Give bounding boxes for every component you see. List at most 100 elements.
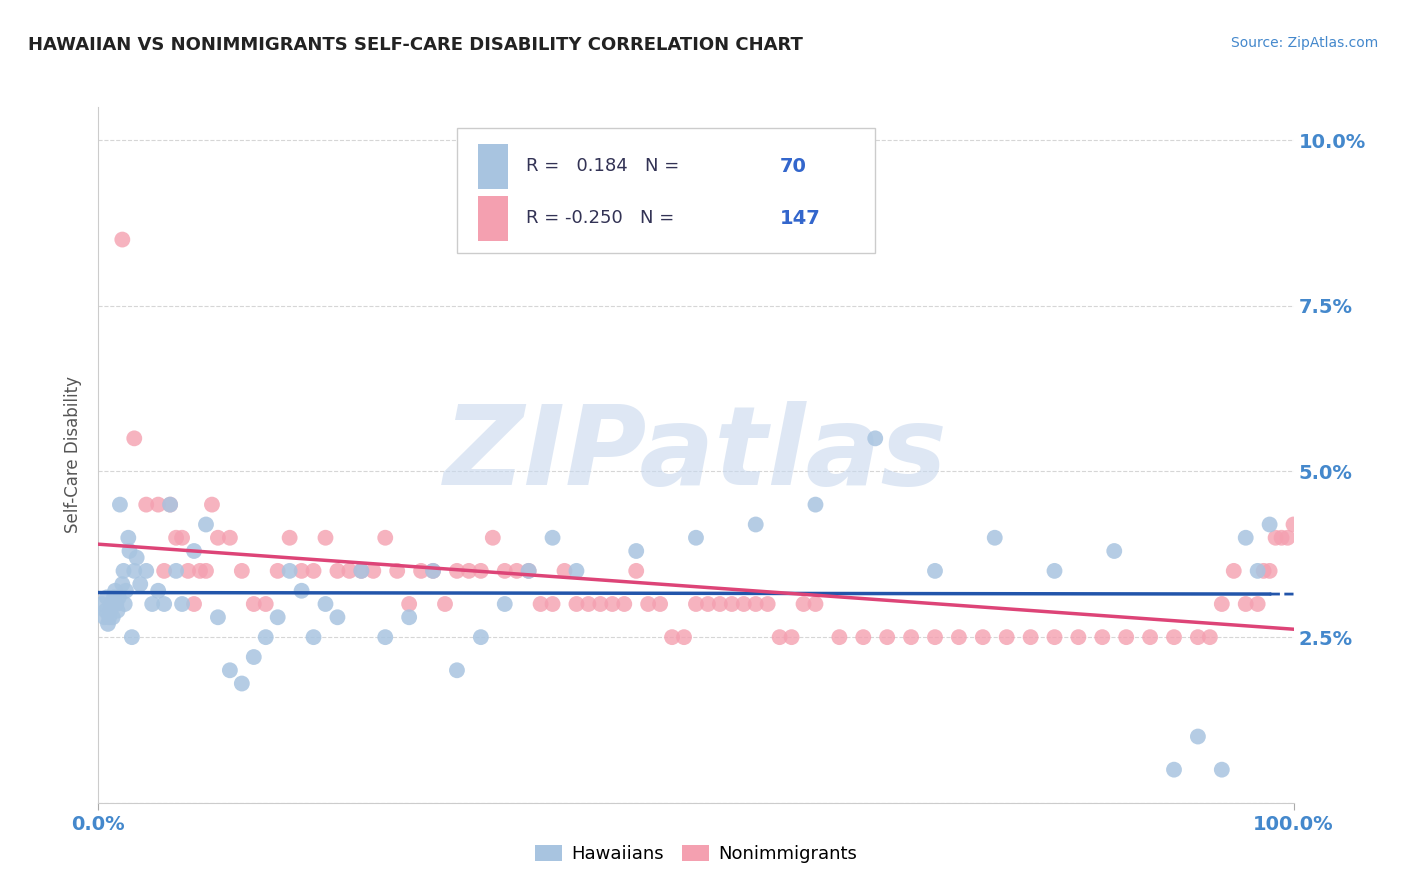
Point xyxy=(385,564,409,578)
Point xyxy=(231,564,253,578)
Point xyxy=(1258,517,1281,532)
Point xyxy=(900,630,922,644)
Point xyxy=(565,597,588,611)
Point xyxy=(141,597,163,611)
Point xyxy=(159,498,181,512)
Point xyxy=(135,498,157,512)
Point xyxy=(411,564,433,578)
Point xyxy=(91,597,114,611)
Point xyxy=(93,610,115,624)
Point xyxy=(111,577,134,591)
Point xyxy=(685,531,707,545)
Point xyxy=(721,597,744,611)
Point xyxy=(626,544,648,558)
Point xyxy=(709,597,731,611)
Point xyxy=(291,583,314,598)
Point xyxy=(972,630,994,644)
Point xyxy=(626,564,648,578)
Point xyxy=(195,564,218,578)
Text: Source: ZipAtlas.com: Source: ZipAtlas.com xyxy=(1230,36,1378,50)
Point xyxy=(219,531,242,545)
Point xyxy=(374,630,396,644)
Point xyxy=(1043,564,1066,578)
Point xyxy=(100,597,122,611)
Point xyxy=(165,564,187,578)
Point xyxy=(422,564,444,578)
FancyBboxPatch shape xyxy=(478,144,509,189)
Point xyxy=(661,630,683,644)
Point xyxy=(267,564,290,578)
Text: 147: 147 xyxy=(780,209,820,227)
Point xyxy=(876,630,898,644)
Point xyxy=(673,630,696,644)
Point xyxy=(94,604,117,618)
Point xyxy=(374,531,396,545)
Point xyxy=(121,630,143,644)
Point xyxy=(446,663,468,677)
Point xyxy=(267,610,290,624)
Point xyxy=(422,564,444,578)
Point xyxy=(278,531,301,545)
Point xyxy=(1223,564,1246,578)
Point xyxy=(1187,630,1209,644)
Point xyxy=(278,564,301,578)
Point xyxy=(1104,544,1126,558)
Point xyxy=(530,597,553,611)
Point xyxy=(541,597,564,611)
Point xyxy=(517,564,540,578)
Point xyxy=(207,610,229,624)
Point xyxy=(201,498,224,512)
Point xyxy=(1019,630,1042,644)
Point xyxy=(97,616,120,631)
Point xyxy=(117,531,139,545)
Point xyxy=(733,597,755,611)
Point xyxy=(315,597,337,611)
Point xyxy=(1277,531,1299,545)
Point xyxy=(315,531,337,545)
Point xyxy=(446,564,468,578)
Point xyxy=(613,597,636,611)
Point xyxy=(135,564,157,578)
Point xyxy=(1247,597,1270,611)
Text: HAWAIIAN VS NONIMMIGRANTS SELF-CARE DISABILITY CORRELATION CHART: HAWAIIAN VS NONIMMIGRANTS SELF-CARE DISA… xyxy=(28,36,803,54)
Point xyxy=(302,564,325,578)
Point xyxy=(177,564,200,578)
Point xyxy=(482,531,505,545)
Point xyxy=(924,630,946,644)
Point xyxy=(98,604,122,618)
Point xyxy=(103,591,125,605)
FancyBboxPatch shape xyxy=(478,195,509,241)
Point xyxy=(745,517,768,532)
Point xyxy=(107,604,129,618)
Point xyxy=(650,597,672,611)
Point xyxy=(506,564,529,578)
Y-axis label: Self-Care Disability: Self-Care Disability xyxy=(65,376,83,533)
Point xyxy=(554,564,576,578)
Point xyxy=(602,597,624,611)
Point xyxy=(494,597,516,611)
Point xyxy=(1234,597,1257,611)
Text: R =   0.184   N =: R = 0.184 N = xyxy=(526,157,685,175)
Point xyxy=(780,630,803,644)
Point xyxy=(1043,630,1066,644)
Point xyxy=(339,564,361,578)
Point xyxy=(398,610,420,624)
Legend: Hawaiians, Nonimmigrants: Hawaiians, Nonimmigrants xyxy=(527,838,865,871)
Point xyxy=(1234,531,1257,545)
Point xyxy=(1264,531,1286,545)
Point xyxy=(105,597,128,611)
Point xyxy=(1211,597,1233,611)
Point xyxy=(1163,763,1185,777)
Point xyxy=(302,630,325,644)
Point xyxy=(98,610,121,624)
Point xyxy=(243,650,266,665)
Point xyxy=(470,564,492,578)
Point xyxy=(153,564,176,578)
Point xyxy=(984,531,1007,545)
Point xyxy=(326,610,349,624)
Point xyxy=(697,597,720,611)
Point xyxy=(183,597,205,611)
Point xyxy=(637,597,659,611)
Point xyxy=(108,498,131,512)
Point xyxy=(1282,517,1305,532)
